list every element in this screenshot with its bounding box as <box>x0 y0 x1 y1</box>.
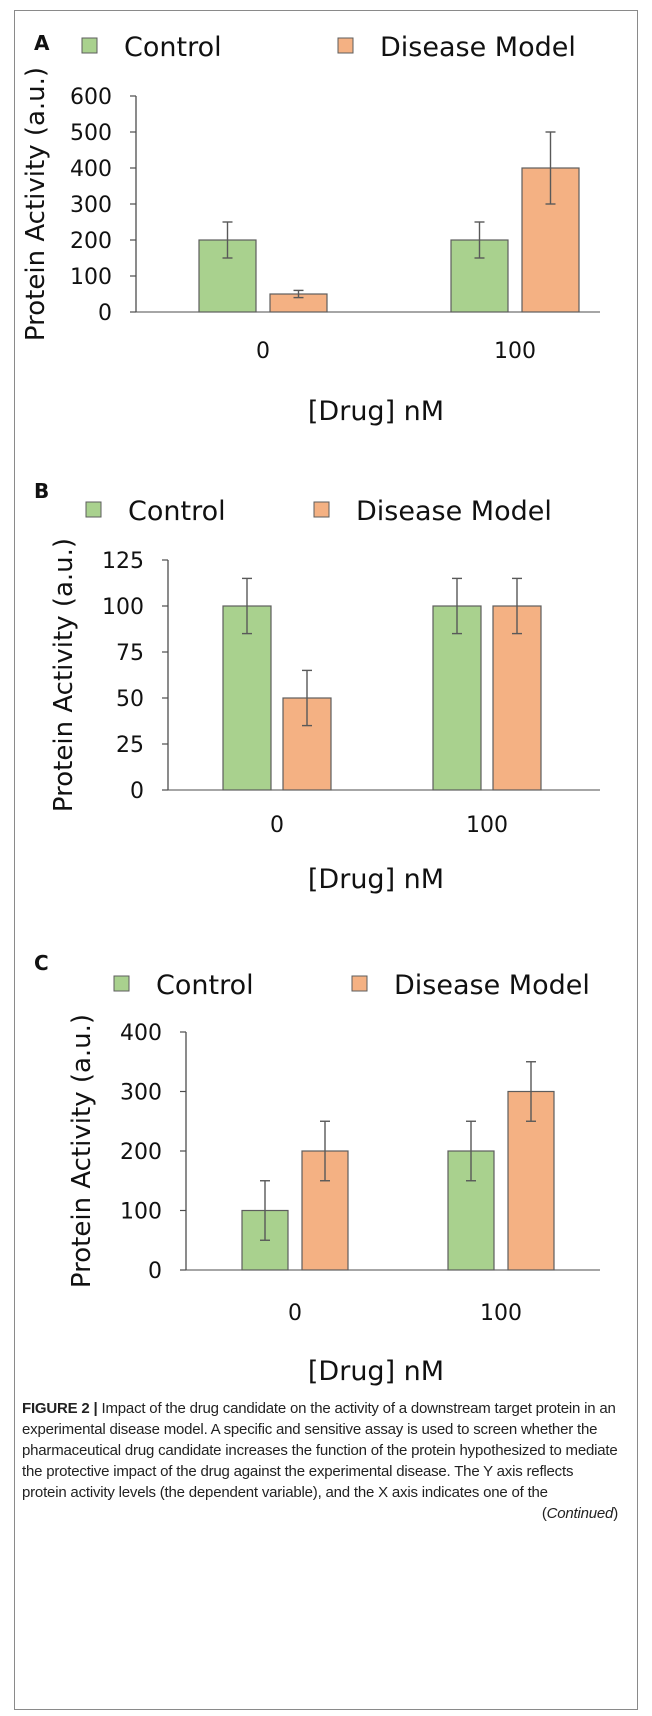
caption-continued: (Continued) <box>22 1503 618 1524</box>
y-tick-label: 0 <box>130 779 144 804</box>
y-tick-label: 600 <box>70 85 112 110</box>
chart-panel-c: C Control Disease Model 0 100 200 300 400 Protei… <box>34 951 600 1387</box>
y-tick-label: 200 <box>120 1140 162 1165</box>
y-tick-label: 100 <box>70 265 112 290</box>
continued-close: ) <box>613 1505 618 1522</box>
y-tick-label: 125 <box>102 549 144 574</box>
legend-swatch-control <box>81 37 98 54</box>
panel-label: A <box>34 31 50 55</box>
chart-panel-a: A Control Disease Model 0 100 200 300 400 500 600… <box>21 31 600 427</box>
y-tick-label: 25 <box>116 733 144 758</box>
panel-label: C <box>34 951 49 975</box>
x-tick-label: 0 <box>256 339 270 364</box>
x-tick-label: 100 <box>466 813 508 838</box>
y-tick-label: 0 <box>98 301 112 326</box>
y-axis-title: Protein Activity (a.u.) <box>21 67 51 341</box>
figure-caption: FIGURE 2 | Impact of the drug candidate … <box>22 1398 618 1524</box>
y-axis-title: Protein Activity (a.u.) <box>67 1014 97 1288</box>
legend-label: Disease Model <box>394 970 590 1001</box>
legend-swatch-disease <box>351 975 368 992</box>
legend-label: Control <box>156 970 254 1001</box>
continued-open: ( <box>541 1505 547 1522</box>
x-tick-label: 0 <box>288 1301 302 1326</box>
caption-text: Impact of the drug candidate on the acti… <box>22 1400 618 1501</box>
x-tick-label: 0 <box>270 813 284 838</box>
y-tick-label: 50 <box>116 687 144 712</box>
legend-label: Disease Model <box>380 32 576 63</box>
y-tick-label: 300 <box>120 1081 162 1106</box>
y-tick-label: 100 <box>102 595 144 620</box>
y-tick-label: 100 <box>120 1200 162 1225</box>
y-tick-label: 400 <box>70 157 112 182</box>
legend-swatch-control <box>85 501 102 518</box>
y-tick-label: 500 <box>70 121 112 146</box>
x-axis-title: [Drug] nM <box>308 396 444 427</box>
bar-disease-100 <box>492 605 542 791</box>
y-tick-label: 75 <box>116 641 144 666</box>
continued-word: Continued <box>546 1505 614 1522</box>
legend-label: Control <box>128 496 226 527</box>
panel-label: B <box>34 479 49 503</box>
legend-swatch-disease <box>337 37 354 54</box>
x-tick-label: 100 <box>480 1301 522 1326</box>
bar-disease-0 <box>282 697 332 791</box>
bar-control-0 <box>222 605 272 791</box>
y-tick-label: 0 <box>148 1259 162 1284</box>
x-axis-title: [Drug] nM <box>308 1356 444 1387</box>
chart-panel-b: B Control Disease Model 0 25 50 75 100 125 Protei… <box>34 479 600 895</box>
y-tick-label: 300 <box>70 193 112 218</box>
legend-label: Control <box>124 32 222 63</box>
y-tick-label: 400 <box>120 1021 162 1046</box>
legend-swatch-control <box>113 975 130 992</box>
y-tick-label: 200 <box>70 229 112 254</box>
caption-label: FIGURE 2 | <box>22 1400 98 1417</box>
legend-swatch-disease <box>313 501 330 518</box>
legend-label: Disease Model <box>356 496 552 527</box>
x-tick-label: 100 <box>494 339 536 364</box>
y-axis-title: Protein Activity (a.u.) <box>49 538 79 812</box>
bar-control-100 <box>432 605 482 791</box>
x-axis-title: [Drug] nM <box>308 864 444 895</box>
